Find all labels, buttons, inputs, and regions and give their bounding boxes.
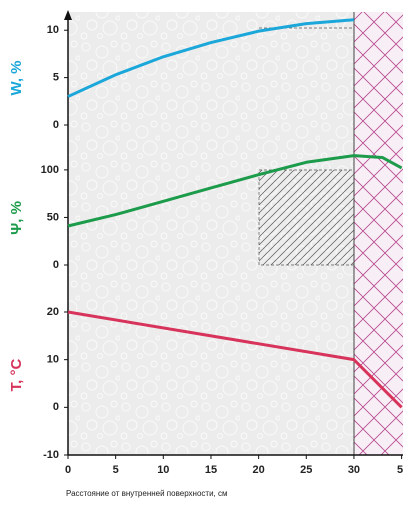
x-tick-label: 10	[157, 464, 169, 476]
y-tick-label: 0	[53, 119, 59, 131]
y-tick-label: 10	[47, 354, 59, 366]
line-series	[67, 18, 355, 98]
x-tick-label: 5	[113, 464, 119, 476]
line-series	[67, 154, 403, 228]
y-axis-label: T, °C	[8, 359, 25, 392]
y-axis-label: Ψ, %	[8, 201, 25, 235]
hatched-zone	[258, 169, 355, 266]
x-tick-label: 25	[300, 464, 312, 476]
x-tick-label: 15	[205, 464, 217, 476]
axis-arrow	[64, 10, 72, 20]
y-tick-label: 20	[47, 306, 59, 318]
y-tick-label: 5	[53, 72, 59, 84]
wall-hatch	[354, 12, 403, 455]
y-tick-label: -10	[43, 449, 59, 461]
y-tick-label: 50	[47, 211, 59, 223]
y-tick-label: 0	[53, 259, 59, 271]
x-tick-label: 30	[348, 464, 360, 476]
line-series	[67, 310, 403, 409]
x-tick-label: 0	[65, 464, 71, 476]
y-axis-label: W, %	[8, 60, 25, 95]
x-tick-label: 5/	[397, 464, 403, 476]
x-tick-label: 20	[253, 464, 265, 476]
y-tick-label: 0	[53, 401, 59, 413]
y-tick-label: 100	[41, 164, 59, 176]
x-axis-label: Расстояние от внутренней поверхности, см	[66, 489, 228, 498]
y-tick-label: 10	[47, 24, 59, 36]
